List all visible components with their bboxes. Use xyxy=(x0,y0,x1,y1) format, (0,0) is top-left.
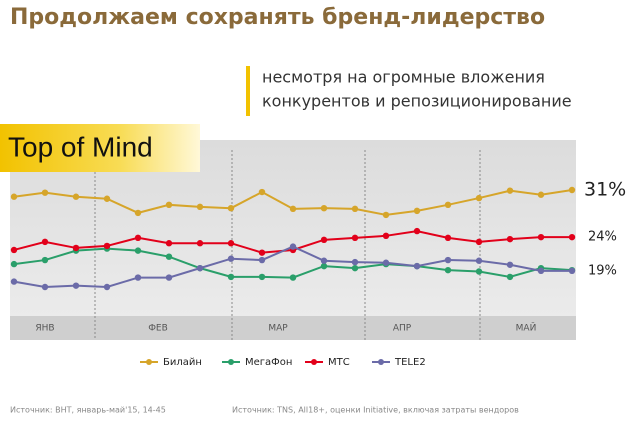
point xyxy=(227,273,235,281)
point xyxy=(103,242,111,250)
point xyxy=(134,274,142,281)
point xyxy=(444,201,452,209)
value-label: 19% xyxy=(588,263,617,278)
point xyxy=(227,255,235,262)
legend-label: Билайн xyxy=(163,357,202,368)
subtitle-bar xyxy=(246,66,250,116)
month-label: АПР xyxy=(393,324,412,334)
point xyxy=(506,187,514,194)
point xyxy=(165,253,173,260)
legend-label: МТС xyxy=(328,357,350,368)
point xyxy=(10,278,18,285)
point xyxy=(351,234,359,242)
point xyxy=(196,203,204,211)
legend-dot xyxy=(311,359,317,365)
point xyxy=(351,264,359,272)
point xyxy=(444,266,452,274)
point xyxy=(351,205,359,213)
month-label: ЯНВ xyxy=(35,324,54,334)
point xyxy=(41,256,49,264)
source: Источник: ВНТ, январь-май'15, 14-45 xyxy=(10,406,166,415)
point xyxy=(134,209,142,217)
point xyxy=(134,234,142,242)
point xyxy=(506,235,514,243)
point xyxy=(506,261,514,268)
point xyxy=(506,273,514,281)
badge-text: Top of Mind xyxy=(8,131,153,162)
point xyxy=(41,189,49,196)
point xyxy=(227,204,235,212)
point xyxy=(258,256,266,264)
point xyxy=(413,262,421,270)
legend-dot xyxy=(146,359,152,365)
point xyxy=(289,274,297,281)
source: Источник: TNS, All18+, оценки Initiative… xyxy=(232,406,519,415)
point xyxy=(165,240,173,247)
point xyxy=(537,233,545,241)
month-label: ФЕВ xyxy=(148,324,168,334)
point xyxy=(320,262,328,270)
point xyxy=(475,194,483,202)
point xyxy=(103,283,111,291)
point xyxy=(568,267,576,275)
point xyxy=(10,246,18,254)
point xyxy=(537,267,545,275)
point xyxy=(475,257,483,264)
point xyxy=(41,283,49,291)
point xyxy=(289,243,297,250)
point xyxy=(413,227,421,235)
point xyxy=(413,207,421,215)
point xyxy=(537,191,545,198)
point xyxy=(10,193,18,200)
point xyxy=(382,232,390,240)
point xyxy=(444,234,452,242)
point xyxy=(258,249,266,256)
legend-dot xyxy=(228,359,234,365)
subtitle-line: несмотря на огромные вложения xyxy=(262,68,545,87)
legend-dot xyxy=(378,359,384,365)
value-label: 24% xyxy=(588,230,617,245)
point xyxy=(258,273,266,281)
title: Продолжаем сохранять бренд-лидерство xyxy=(10,5,545,30)
point xyxy=(196,240,204,247)
point xyxy=(351,258,359,266)
month-separators xyxy=(94,150,481,340)
point xyxy=(72,193,80,200)
point xyxy=(475,238,483,246)
point xyxy=(568,186,576,194)
badge xyxy=(0,124,200,172)
point xyxy=(165,274,173,281)
point xyxy=(227,240,235,247)
point xyxy=(382,211,390,219)
point xyxy=(320,204,328,212)
point xyxy=(72,244,80,252)
value-label: 31% xyxy=(584,179,626,201)
legend-label: TELE2 xyxy=(394,357,426,368)
point xyxy=(165,201,173,209)
month-band xyxy=(10,316,576,340)
point xyxy=(382,259,390,266)
point xyxy=(320,257,328,264)
point xyxy=(196,264,204,272)
point xyxy=(475,268,483,275)
point xyxy=(444,256,452,264)
point xyxy=(258,188,266,196)
point xyxy=(72,282,80,289)
month-label: МАЙ xyxy=(516,322,537,334)
point xyxy=(320,236,328,244)
point xyxy=(289,205,297,213)
point xyxy=(41,238,49,246)
subtitle-line: конкурентов и репозиционирование xyxy=(262,92,572,111)
point xyxy=(134,247,142,254)
plot-panel xyxy=(10,140,576,340)
legend-label: МегаФон xyxy=(245,357,292,368)
point xyxy=(10,260,18,268)
month-label: МАР xyxy=(268,324,288,334)
point xyxy=(568,233,576,241)
point xyxy=(103,195,111,202)
